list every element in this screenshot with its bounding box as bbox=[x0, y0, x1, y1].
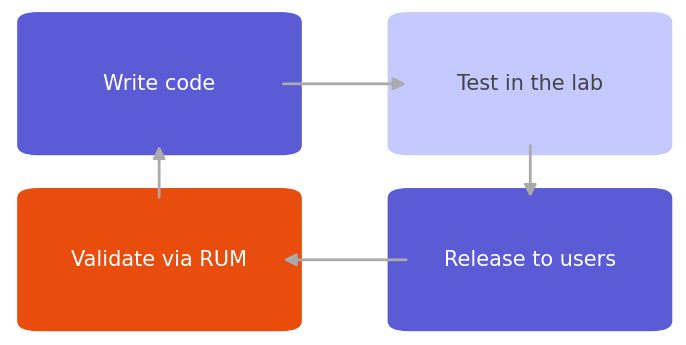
Text: Test in the lab: Test in the lab bbox=[457, 74, 603, 93]
Text: Release to users: Release to users bbox=[444, 250, 616, 269]
FancyBboxPatch shape bbox=[388, 188, 672, 331]
FancyBboxPatch shape bbox=[17, 188, 302, 331]
FancyBboxPatch shape bbox=[17, 12, 302, 155]
Text: Validate via RUM: Validate via RUM bbox=[71, 250, 248, 269]
FancyBboxPatch shape bbox=[388, 12, 672, 155]
Text: Write code: Write code bbox=[104, 74, 215, 93]
